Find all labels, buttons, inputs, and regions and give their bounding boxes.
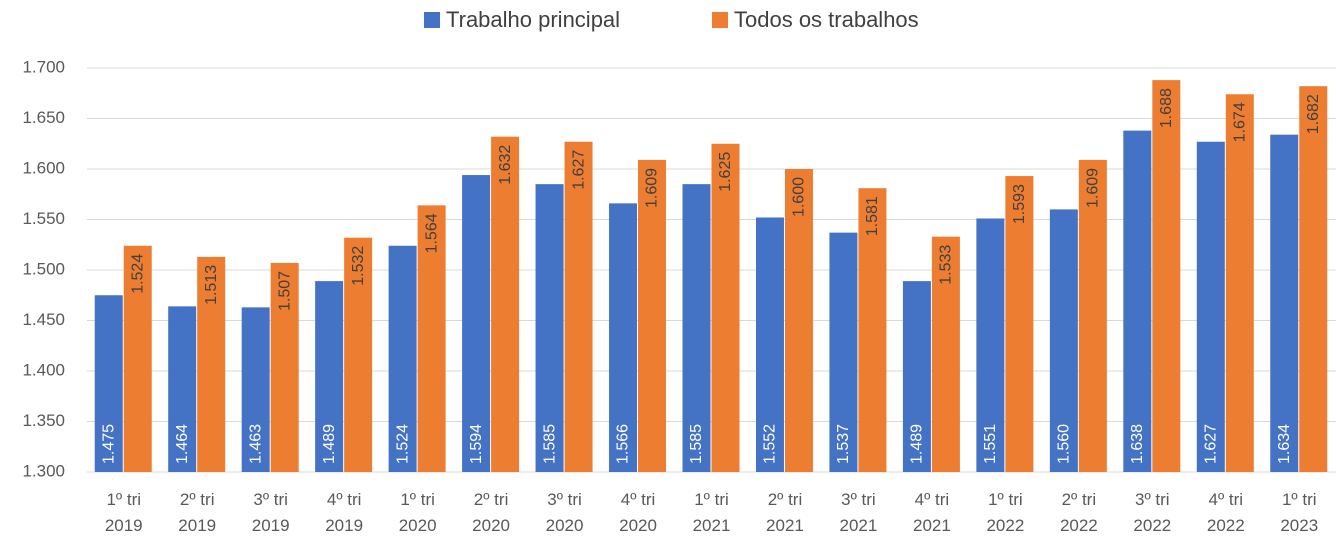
legend-label: Trabalho principal	[446, 7, 620, 32]
value-label: 1.560	[1056, 424, 1073, 464]
bar	[491, 136, 520, 472]
x-tick-label: 1º tri 2022	[986, 490, 1024, 535]
value-label: 1.552	[762, 424, 779, 464]
bar	[168, 306, 197, 472]
value-label: 1.551	[982, 424, 999, 464]
x-tick-label: 1º tri 2020	[399, 490, 437, 535]
bar	[976, 218, 1005, 472]
bar	[1299, 86, 1328, 473]
bar	[1152, 80, 1181, 473]
x-tick-label: 3º tri 2021	[840, 490, 878, 535]
bar	[1123, 130, 1152, 472]
value-label: 1.594	[468, 424, 485, 464]
x-tick-label: 4º tri 2022	[1207, 490, 1245, 535]
value-label: 1.566	[615, 424, 632, 464]
bar	[535, 184, 564, 472]
bar	[1005, 176, 1034, 472]
value-label: 1.585	[688, 424, 705, 464]
value-label: 1.524	[129, 254, 146, 294]
value-label: 1.463	[247, 424, 264, 464]
x-tick-label: 3º tri 2020	[546, 490, 584, 535]
bar	[755, 217, 784, 472]
x-tick-label: 2º tri 2021	[766, 490, 804, 535]
value-label: 1.464	[174, 424, 191, 464]
bar	[829, 232, 858, 472]
value-label: 1.537	[835, 424, 852, 464]
bar	[1196, 141, 1225, 473]
x-tick-label: 3º tri 2019	[252, 490, 290, 535]
x-tick-label: 3º tri 2022	[1133, 490, 1171, 535]
bar	[609, 203, 638, 472]
value-label: 1.581	[864, 196, 881, 236]
bar	[1049, 209, 1078, 472]
y-tick-label: 1.350	[22, 411, 65, 430]
value-label: 1.634	[1276, 424, 1293, 464]
bar	[94, 295, 123, 472]
bar	[564, 141, 593, 473]
value-label: 1.688	[1158, 88, 1175, 128]
y-tick-label: 1.600	[22, 158, 65, 177]
bar	[123, 245, 152, 472]
value-label: 1.682	[1305, 94, 1322, 134]
y-tick-label: 1.700	[22, 57, 65, 76]
value-label: 1.533	[938, 245, 955, 285]
bar	[711, 143, 740, 472]
y-tick-label: 1.550	[22, 209, 65, 228]
legend-swatch	[424, 12, 440, 28]
y-tick-label: 1.650	[22, 108, 65, 127]
x-tick-label: 2º tri 2020	[472, 490, 510, 535]
value-label: 1.513	[203, 265, 220, 305]
bar	[417, 205, 446, 473]
value-label: 1.632	[497, 145, 514, 185]
bar	[197, 256, 226, 472]
value-label: 1.564	[423, 213, 440, 253]
x-tick-label: 2º tri 2022	[1060, 490, 1098, 535]
value-label: 1.638	[1129, 424, 1146, 464]
value-label: 1.507	[276, 271, 293, 311]
bar	[315, 281, 344, 472]
x-tick-label: 4º tri 2020	[619, 490, 657, 535]
value-label: 1.524	[394, 424, 411, 464]
legend-label: Todos os trabalhos	[734, 7, 919, 32]
bar	[1078, 159, 1107, 472]
x-tick-label: 4º tri 2019	[325, 490, 363, 535]
legend-swatch	[712, 12, 728, 28]
bar	[931, 236, 960, 472]
y-tick-label: 1.500	[22, 259, 65, 278]
x-tick-label: 1º tri 2021	[693, 490, 731, 535]
y-tick-label: 1.300	[22, 461, 65, 480]
value-label: 1.475	[100, 424, 117, 464]
x-tick-label: 2º tri 2019	[178, 490, 216, 535]
value-label: 1.674	[1232, 102, 1249, 142]
x-tick-label: 1º tri 2019	[105, 490, 143, 535]
value-label: 1.609	[1085, 168, 1102, 208]
bar	[682, 184, 711, 472]
value-label: 1.625	[717, 152, 734, 192]
bar	[241, 307, 270, 472]
bar	[858, 188, 887, 472]
bar	[344, 237, 373, 472]
bar	[902, 281, 931, 472]
value-label: 1.489	[321, 424, 338, 464]
bar	[462, 175, 491, 472]
value-label: 1.532	[350, 246, 367, 286]
y-tick-label: 1.400	[22, 360, 65, 379]
bar	[270, 262, 299, 472]
value-label: 1.627	[1203, 424, 1220, 464]
bar	[1270, 134, 1299, 472]
value-label: 1.600	[791, 177, 808, 217]
value-label: 1.585	[541, 424, 558, 464]
value-label: 1.489	[909, 424, 926, 464]
y-tick-label: 1.450	[22, 310, 65, 329]
x-tick-label: 4º tri 2021	[913, 490, 951, 535]
bar	[1225, 94, 1254, 472]
value-label: 1.609	[644, 168, 661, 208]
bar	[638, 159, 667, 472]
x-tick-label: 1º tri 2023	[1280, 490, 1318, 535]
bar	[388, 245, 417, 472]
value-label: 1.627	[570, 150, 587, 190]
value-label: 1.593	[1011, 184, 1028, 224]
bar	[784, 169, 813, 472]
